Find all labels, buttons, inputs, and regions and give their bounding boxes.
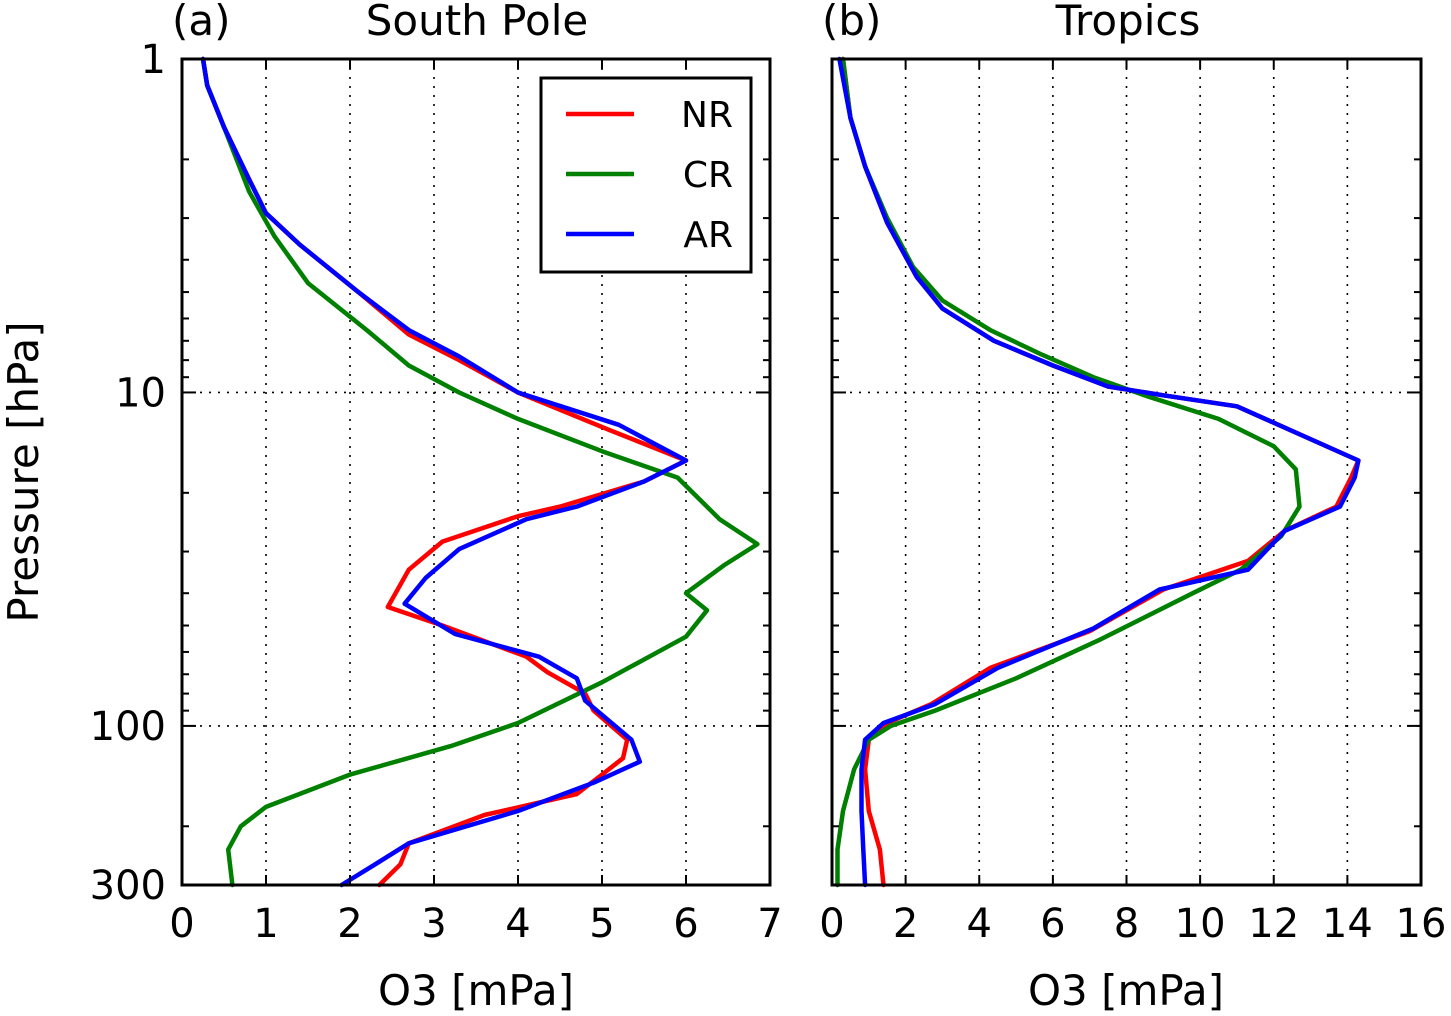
panel-b-x-tick-labels: 0 2 4 6 8 10 12 14 16 — [819, 901, 1446, 947]
x-tick-label: 6 — [673, 901, 698, 947]
x-tick-label: 1 — [253, 901, 278, 947]
x-tick-label: 14 — [1322, 901, 1373, 947]
panel-a-label: (a) — [172, 0, 231, 45]
panel-b-grid — [832, 59, 1421, 885]
panel-b-x-axis-label: O3 [mPa] — [1028, 966, 1224, 1015]
y-axis-label: Pressure [hPa] — [0, 321, 48, 622]
y-tick-label: 1 — [141, 37, 166, 83]
x-tick-label: 2 — [337, 901, 362, 947]
series-line-ar — [200, 56, 689, 888]
panel-a-frame — [180, 57, 772, 887]
panel-a-y-tick-labels: 1 10 100 300 — [90, 37, 166, 909]
series-line-ar — [837, 56, 1361, 888]
legend-label-ar: AR — [683, 215, 733, 256]
x-tick-label: 7 — [757, 901, 782, 947]
x-tick-label: 12 — [1248, 901, 1299, 947]
panel-a-title: South Pole — [366, 0, 588, 45]
panel-tropics: (b) Tropics 0 2 4 6 8 10 12 14 16 O3 [mPa] — [819, 0, 1446, 1015]
series-line-nr — [840, 56, 1361, 888]
y-tick-label: 300 — [90, 863, 166, 909]
x-tick-label: 8 — [1114, 901, 1139, 947]
x-tick-label: 2 — [893, 901, 918, 947]
series-line-cr — [835, 56, 1302, 888]
x-tick-label: 4 — [967, 901, 992, 947]
panel-a-x-tick-labels: 0 1 2 3 4 5 6 7 — [169, 901, 782, 947]
x-tick-label: 10 — [1175, 901, 1226, 947]
panel-b-frame — [830, 57, 1423, 887]
legend-label-cr: CR — [683, 155, 733, 196]
x-tick-label: 16 — [1396, 901, 1447, 947]
series-line-cr — [200, 56, 760, 888]
panel-south-pole: (a) South Pole 0 1 2 3 4 5 6 7 1 10 100 300 O3 [mP… — [0, 0, 783, 1015]
panel-b-label: (b) — [822, 0, 881, 45]
panel-a-x-axis-label: O3 [mPa] — [378, 966, 574, 1015]
panel-a-series — [200, 56, 760, 888]
x-tick-label: 4 — [505, 901, 530, 947]
legend: NR CR AR — [539, 76, 753, 274]
x-tick-label: 0 — [819, 901, 844, 947]
y-tick-label: 10 — [115, 370, 166, 416]
panel-b-title: Tropics — [1055, 0, 1201, 45]
x-tick-label: 6 — [1040, 901, 1065, 947]
panel-a-ticks — [181, 58, 771, 885]
legend-label-nr: NR — [681, 95, 733, 136]
y-tick-label: 100 — [90, 704, 166, 750]
panel-b-series — [835, 56, 1361, 888]
x-tick-label: 0 — [169, 901, 194, 947]
x-tick-label: 5 — [589, 901, 614, 947]
x-tick-label: 3 — [421, 901, 446, 947]
